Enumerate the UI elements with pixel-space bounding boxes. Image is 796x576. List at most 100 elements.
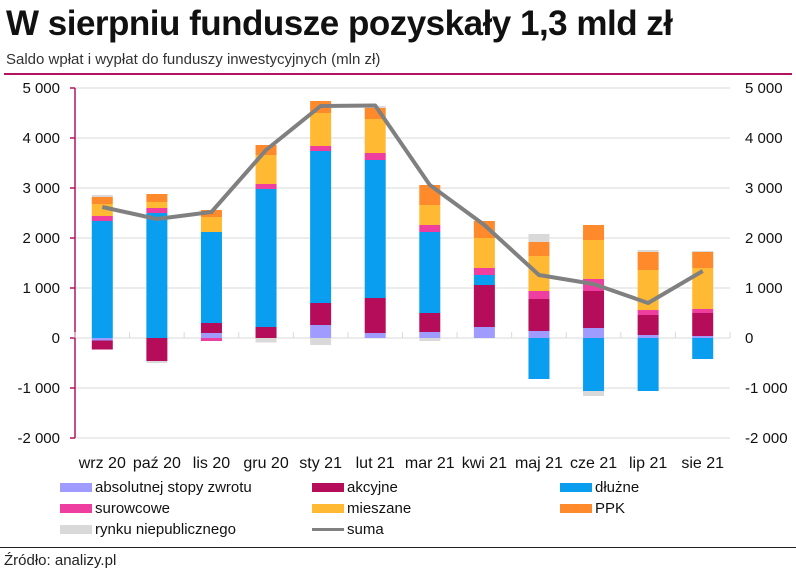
bar-segment [473,221,495,238]
legend-label: dłużne [595,479,640,496]
bar-segment [200,217,222,232]
footer-divider [0,547,796,548]
x-tick-label: mar 21 [405,455,455,472]
legend-swatch [312,528,344,531]
legend-label: surowcowe [95,500,171,517]
legend-item: dłużne [560,479,639,496]
y-tick-label-right: 3 000 [745,180,783,197]
bar-segment [473,285,495,327]
legend-swatch [60,483,92,492]
y-tick-label-right: 5 000 [745,80,783,97]
bar-segment [692,268,714,309]
bar-segment [364,160,386,298]
bar-segment [637,338,659,391]
bar-segment [364,153,386,160]
x-tick-label: lis 20 [193,455,230,472]
y-tick-label-left: -2 000 [17,430,60,447]
x-tick-label: wrz 20 [78,455,126,472]
bar-segment [91,197,113,204]
x-axis-labels: wrz 20 paź 20 lis 20 gru 20 sty 21 lut 21 mar … [78,455,724,472]
bar-segment [637,310,659,315]
sum-line [101,103,704,305]
bar-segment [419,332,441,338]
bar-segment [583,391,605,396]
bar-segment [583,225,605,240]
title-divider [4,73,792,75]
x-tick-label: cze 21 [570,455,617,472]
y-tick-label-left: 5 000 [22,80,60,97]
bar-segment [637,315,659,335]
bar-segment [255,184,277,189]
bar-segment [528,234,550,242]
chart-subtitle: Saldo wpłat i wypłat do funduszy inwesty… [6,51,381,68]
bar-segment [637,252,659,270]
bar-segment [310,338,332,345]
y-tick-label-left: 3 000 [22,180,60,197]
legend-item: absolutnej stopy zwrotu [60,479,252,496]
bar-segment [528,242,550,256]
bar-segment [200,232,222,323]
bar-segment [583,240,605,279]
y-tick-label-left: 4 000 [22,130,60,147]
bar-segment [91,216,113,221]
legend-swatch [60,504,92,513]
bar-segment [310,151,332,303]
legend-item: akcyjne [312,479,398,496]
bar-segment [255,155,277,184]
bar-segment [528,338,550,379]
bar-segment [146,208,168,213]
bar-segment [692,309,714,313]
bar-segment [364,333,386,338]
x-tick-label: sie 21 [681,455,724,472]
legend-swatch [560,504,592,513]
x-tick-label: gru 20 [243,455,288,472]
bar-segment [364,298,386,333]
bar-segment [146,361,168,363]
bar-segment [583,338,605,391]
bar-segment [419,225,441,232]
legend-swatch [312,504,344,513]
bar-segment [528,331,550,338]
legend-label: rynku niepublicznego [95,521,236,538]
y-tick-label-left: 1 000 [22,280,60,297]
legend-item: surowcowe [60,500,170,517]
bar-segment [528,299,550,331]
bar-segment [200,338,222,341]
bar-segment [637,335,659,338]
bar-segment [364,119,386,153]
y-tick-label-right: 0 [745,330,753,347]
chart-area: 5 000 4 000 3 000 2 000 1 000 0 -1 000 -2 000 5… [17,80,788,472]
bar-segment [583,328,605,338]
x-tick-label: paź 20 [133,455,181,472]
bar-segment [255,327,277,338]
legend-item: PPK [560,500,625,517]
legend-label: akcyjne [347,479,398,496]
bar-segment [310,146,332,151]
bar-segment [419,313,441,332]
bar-segment [473,268,495,275]
y-axis-left-labels: 5 000 4 000 3 000 2 000 1 000 0 -1 000 -2 000 [17,80,60,447]
legend-label: absolutnej stopy zwrotu [95,479,252,496]
bar-segment [528,291,550,299]
bar-segment [146,213,168,338]
legend-label: suma [347,521,384,538]
y-tick-label-right: 2 000 [745,230,783,247]
bar-segment [473,327,495,338]
legend-label: PPK [595,500,626,517]
bar-segment [692,338,714,359]
bar-segment [255,189,277,327]
y-tick-label-right: 4 000 [745,130,783,147]
y-tick-label-right: -1 000 [745,380,788,397]
legend-swatch [312,483,344,492]
bar-segment [200,323,222,333]
bar-segment [91,221,113,338]
legend-label: mieszane [347,500,412,517]
x-tick-label: sty 21 [299,455,342,472]
axes [70,87,731,439]
bar-segment [146,338,168,361]
bar-segment [255,338,277,343]
x-tick-label: lip 21 [629,455,667,472]
bar-segment [146,194,168,202]
x-tick-label: maj 21 [515,455,563,472]
bar-segment [692,251,714,252]
